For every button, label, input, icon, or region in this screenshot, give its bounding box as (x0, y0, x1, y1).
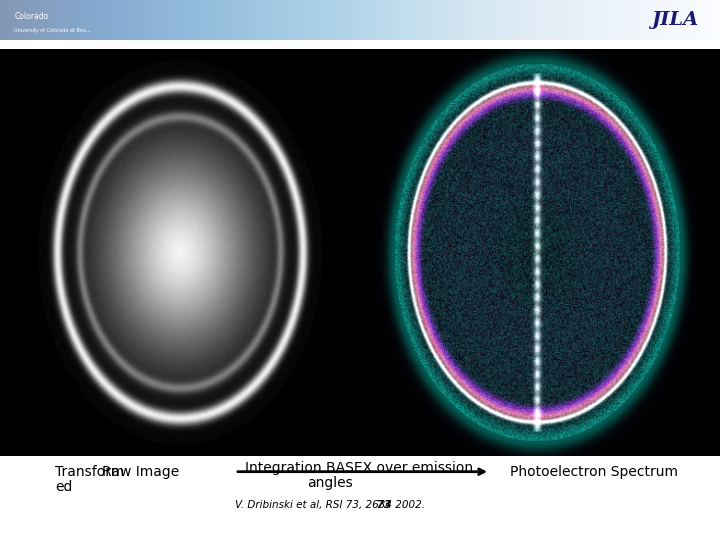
Text: Colorado: Colorado (14, 12, 49, 21)
Text: University of Colorado at Bou...: University of Colorado at Bou... (14, 28, 91, 33)
Text: angles: angles (307, 476, 353, 490)
Text: Integration BASEX over emission: Integration BASEX over emission (245, 461, 473, 475)
Text: ed: ed (55, 480, 73, 494)
Text: Transform: Transform (55, 465, 125, 478)
Text: V. Dribinski et al, RSI 73, 2634 2002.: V. Dribinski et al, RSI 73, 2634 2002. (235, 500, 425, 510)
Text: 73: 73 (269, 500, 392, 510)
Text: Photoelectron Spectrum: Photoelectron Spectrum (510, 465, 678, 478)
Text: Raw Image: Raw Image (102, 465, 179, 478)
Text: Example: VMIPES of S$^-$ (532 nm): Example: VMIPES of S$^-$ (532 nm) (104, 60, 616, 93)
Text: JILA: JILA (651, 11, 698, 29)
